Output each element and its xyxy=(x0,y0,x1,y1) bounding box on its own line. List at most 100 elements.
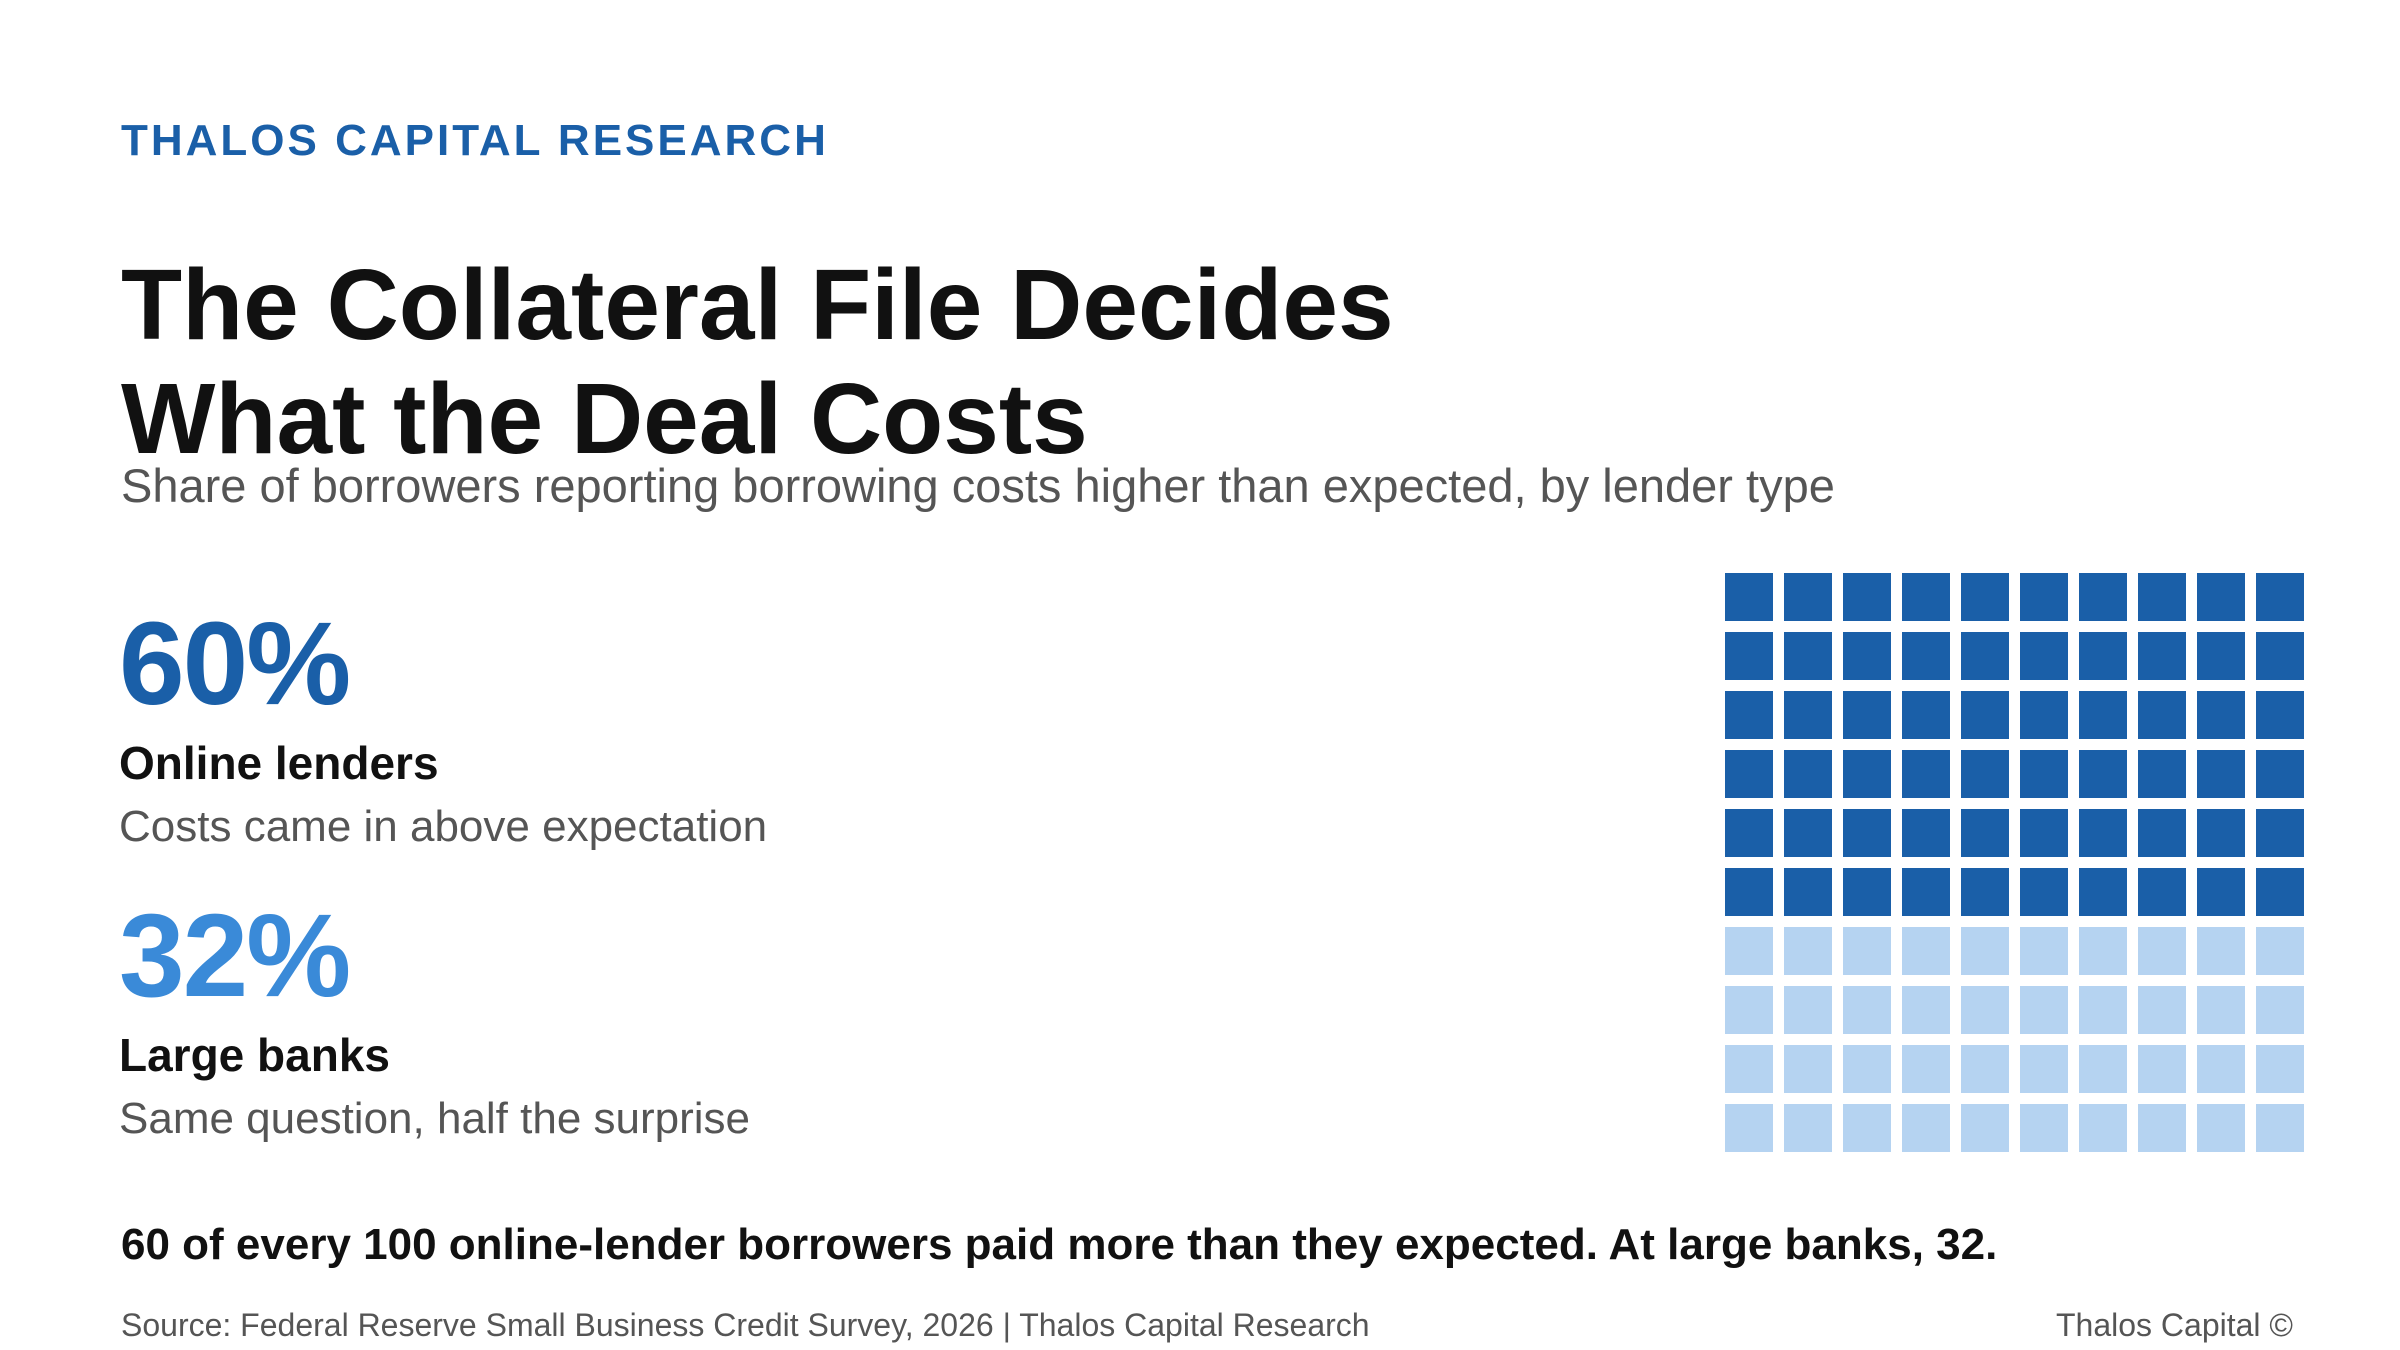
waffle-cell-filled xyxy=(2079,691,2127,739)
waffle-cell-empty xyxy=(1902,986,1950,1034)
waffle-cell-filled xyxy=(1725,632,1773,680)
waffle-cell-empty xyxy=(1902,927,1950,975)
waffle-cell-empty xyxy=(1843,1045,1891,1093)
waffle-cell-filled xyxy=(2079,868,2127,916)
waffle-cell-empty xyxy=(2138,1045,2186,1093)
waffle-cell-filled xyxy=(2020,750,2068,798)
waffle-cell-empty xyxy=(1784,927,1832,975)
waffle-cell-filled xyxy=(1843,750,1891,798)
waffle-cell-filled xyxy=(2256,632,2304,680)
waffle-cell-filled xyxy=(2138,691,2186,739)
page-subtitle: Share of borrowers reporting borrowing c… xyxy=(121,459,1835,512)
waffle-cell-filled xyxy=(1902,868,1950,916)
waffle-cell-empty xyxy=(2138,986,2186,1034)
waffle-cell-filled xyxy=(2138,632,2186,680)
waffle-cell-filled xyxy=(1961,632,2009,680)
waffle-cell-filled xyxy=(1784,573,1832,621)
waffle-cell-empty xyxy=(2138,927,2186,975)
stat-large-banks: 32% Large banks Same question, half the … xyxy=(119,896,750,1144)
waffle-cell-empty xyxy=(2020,1104,2068,1152)
waffle-cell-empty xyxy=(1784,986,1832,1034)
waffle-cell-filled xyxy=(1725,868,1773,916)
waffle-cell-filled xyxy=(2020,809,2068,857)
waffle-cell-filled xyxy=(1843,691,1891,739)
waffle-cell-empty xyxy=(2020,927,2068,975)
waffle-cell-empty xyxy=(1902,1045,1950,1093)
waffle-cell-filled xyxy=(2256,573,2304,621)
waffle-cell-empty xyxy=(1725,1104,1773,1152)
waffle-cell-empty xyxy=(2197,1104,2245,1152)
waffle-cell-empty xyxy=(1843,986,1891,1034)
stat-label-large-banks: Large banks xyxy=(119,1029,390,1081)
waffle-cell-empty xyxy=(1725,1045,1773,1093)
waffle-cell-filled xyxy=(2197,632,2245,680)
waffle-cell-filled xyxy=(1784,868,1832,916)
waffle-cell-filled xyxy=(2138,750,2186,798)
waffle-cell-empty xyxy=(1784,1104,1832,1152)
page-title: The Collateral File Decides What the Dea… xyxy=(121,248,1394,476)
waffle-cell-empty xyxy=(2197,1045,2245,1093)
waffle-cell-empty xyxy=(2197,986,2245,1034)
waffle-cell-empty xyxy=(1784,1045,1832,1093)
waffle-cell-filled xyxy=(1961,809,2009,857)
waffle-cell-filled xyxy=(2256,809,2304,857)
source-note: Source: Federal Reserve Small Business C… xyxy=(121,1307,1370,1343)
waffle-cell-filled xyxy=(2256,750,2304,798)
stat-label-online-lenders: Online lenders xyxy=(119,737,439,789)
stat-desc-online-lenders: Costs came in above expectation xyxy=(119,802,768,851)
waffle-cell-filled xyxy=(1961,691,2009,739)
waffle-cell-filled xyxy=(2197,750,2245,798)
waffle-cell-empty xyxy=(1725,927,1773,975)
waffle-cell-filled xyxy=(1961,750,2009,798)
brand-label: THALOS CAPITAL RESEARCH xyxy=(121,116,829,165)
waffle-cell-filled xyxy=(1843,868,1891,916)
waffle-cell-empty xyxy=(2256,927,2304,975)
waffle-cell-filled xyxy=(1902,750,1950,798)
waffle-cell-filled xyxy=(1725,573,1773,621)
waffle-cell-empty xyxy=(1961,986,2009,1034)
waffle-cell-filled xyxy=(2138,809,2186,857)
waffle-cell-filled xyxy=(1784,809,1832,857)
waffle-cell-filled xyxy=(1725,691,1773,739)
waffle-cell-filled xyxy=(2079,573,2127,621)
waffle-cell-filled xyxy=(2197,573,2245,621)
stat-online-lenders: 60% Online lenders Costs came in above e… xyxy=(119,604,767,852)
stat-value-online-lenders: 60% xyxy=(119,598,351,730)
waffle-cell-empty xyxy=(1843,1104,1891,1152)
waffle-cell-filled xyxy=(1902,632,1950,680)
waffle-cell-empty xyxy=(2197,927,2245,975)
stat-desc-large-banks: Same question, half the surprise xyxy=(119,1094,751,1143)
waffle-cell-empty xyxy=(2020,986,2068,1034)
waffle-cell-filled xyxy=(2020,573,2068,621)
waffle-cell-empty xyxy=(1725,986,1773,1034)
waffle-cell-filled xyxy=(2020,691,2068,739)
waffle-cell-filled xyxy=(1784,691,1832,739)
waffle-cell-filled xyxy=(1843,573,1891,621)
waffle-cell-filled xyxy=(1725,809,1773,857)
waffle-cell-empty xyxy=(1902,1104,1950,1152)
waffle-cell-empty xyxy=(1843,927,1891,975)
waffle-cell-filled xyxy=(2197,691,2245,739)
waffle-cell-filled xyxy=(2138,868,2186,916)
waffle-cell-empty xyxy=(2079,927,2127,975)
waffle-cell-empty xyxy=(1961,1045,2009,1093)
waffle-cell-empty xyxy=(1961,927,2009,975)
waffle-cell-empty xyxy=(2079,1104,2127,1152)
waffle-cell-empty xyxy=(2256,986,2304,1034)
waffle-cell-filled xyxy=(2256,868,2304,916)
waffle-cell-filled xyxy=(2197,868,2245,916)
waffle-cell-filled xyxy=(2020,868,2068,916)
waffle-cell-filled xyxy=(1843,809,1891,857)
title-line-1: The Collateral File Decides xyxy=(121,249,1394,361)
stat-value-large-banks: 32% xyxy=(119,890,351,1022)
waffle-cell-filled xyxy=(1902,573,1950,621)
waffle-cell-filled xyxy=(1843,632,1891,680)
waffle-cell-empty xyxy=(1961,1104,2009,1152)
takeaway-text: 60 of every 100 online-lender borrowers … xyxy=(121,1220,1998,1269)
waffle-cell-filled xyxy=(1784,632,1832,680)
waffle-chart xyxy=(1725,573,2304,1152)
title-line-2: What the Deal Costs xyxy=(121,363,1088,475)
waffle-cell-filled xyxy=(2079,750,2127,798)
waffle-cell-empty xyxy=(2256,1045,2304,1093)
waffle-cell-empty xyxy=(2079,1045,2127,1093)
